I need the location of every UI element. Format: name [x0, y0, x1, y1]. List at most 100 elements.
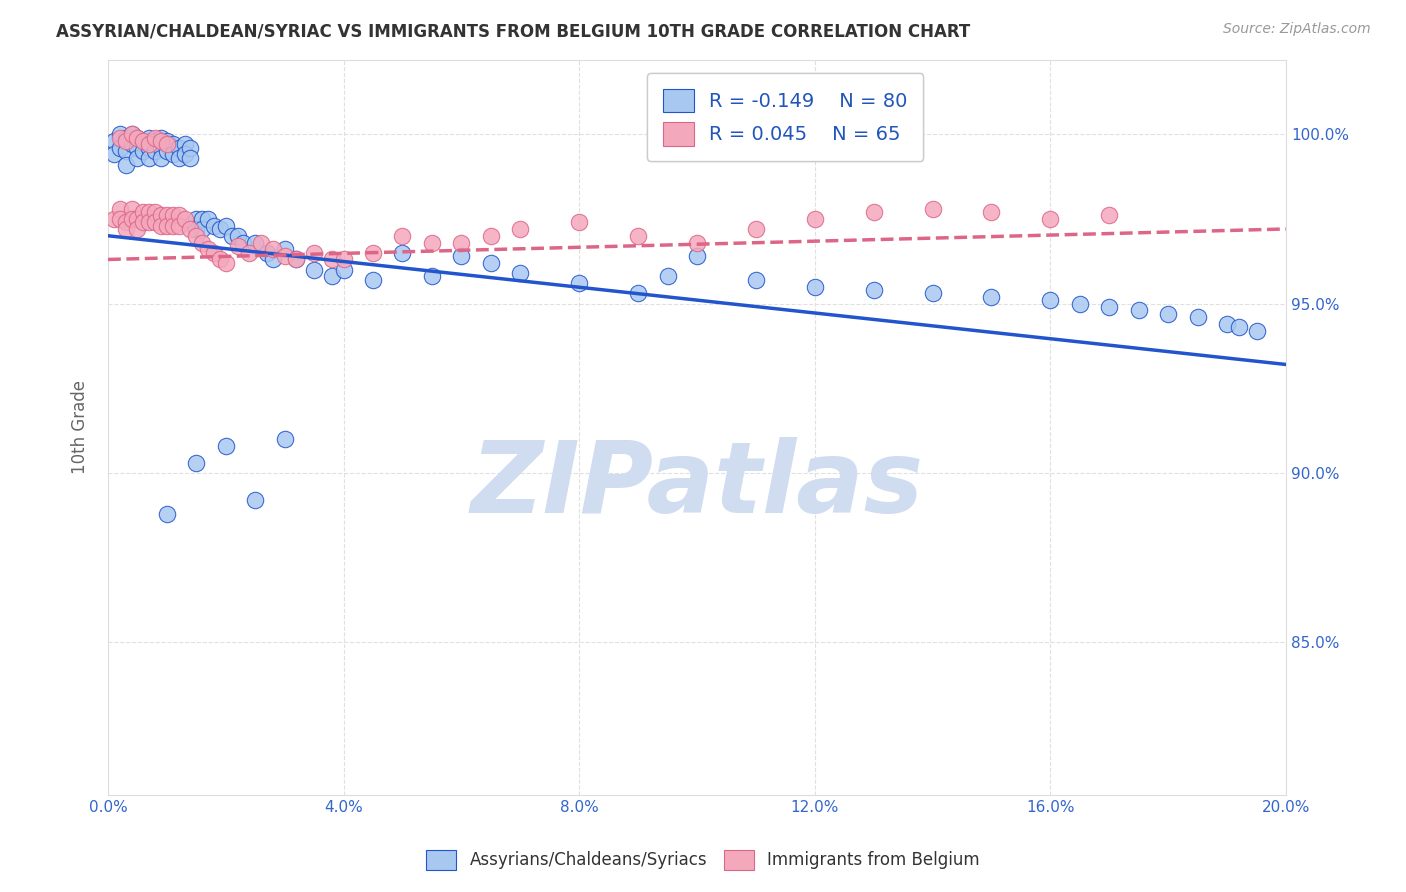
Point: [173, 147, 195, 161]
Point: [114, 144, 136, 158]
Point: [1039, 293, 1062, 307]
Point: [420, 269, 443, 284]
Point: [285, 252, 308, 267]
Point: [143, 144, 166, 158]
Point: [1039, 211, 1062, 226]
Point: [1098, 209, 1121, 223]
Point: [321, 252, 343, 267]
Point: [143, 134, 166, 148]
Point: [921, 286, 943, 301]
Point: [862, 283, 884, 297]
Point: [179, 141, 201, 155]
Point: [108, 202, 131, 216]
Point: [103, 211, 125, 226]
Point: [132, 205, 155, 219]
Point: [745, 273, 768, 287]
Text: ZIPatlas: ZIPatlas: [471, 437, 924, 534]
Point: [167, 219, 190, 233]
Point: [127, 222, 149, 236]
Point: [361, 245, 384, 260]
Point: [479, 256, 502, 270]
Point: [980, 290, 1002, 304]
Point: [114, 134, 136, 148]
Point: [186, 222, 208, 236]
Point: [1216, 317, 1239, 331]
Point: [138, 141, 160, 155]
Point: [156, 507, 179, 521]
Point: [302, 245, 325, 260]
Point: [568, 215, 591, 229]
Point: [686, 249, 709, 263]
Point: [143, 130, 166, 145]
Legend: R = -0.149    N = 80, R = 0.045    N = 65: R = -0.149 N = 80, R = 0.045 N = 65: [647, 73, 924, 161]
Point: [862, 205, 884, 219]
Point: [162, 209, 184, 223]
Point: [1098, 300, 1121, 314]
Point: [132, 134, 155, 148]
Point: [197, 211, 219, 226]
Point: [686, 235, 709, 250]
Point: [361, 273, 384, 287]
Point: [138, 215, 160, 229]
Point: [103, 147, 125, 161]
Point: [745, 222, 768, 236]
Point: [121, 202, 143, 216]
Point: [1069, 296, 1091, 310]
Point: [238, 245, 260, 260]
Point: [980, 205, 1002, 219]
Point: [173, 211, 195, 226]
Point: [191, 211, 214, 226]
Point: [156, 144, 179, 158]
Point: [162, 137, 184, 152]
Point: [332, 252, 354, 267]
Point: [127, 211, 149, 226]
Point: [262, 252, 284, 267]
Point: [156, 209, 179, 223]
Point: [262, 242, 284, 256]
Point: [226, 228, 249, 243]
Point: [921, 202, 943, 216]
Point: [121, 137, 143, 152]
Point: [285, 252, 308, 267]
Text: Source: ZipAtlas.com: Source: ZipAtlas.com: [1223, 22, 1371, 37]
Point: [114, 215, 136, 229]
Point: [143, 205, 166, 219]
Point: [391, 228, 413, 243]
Point: [332, 262, 354, 277]
Point: [156, 134, 179, 148]
Point: [127, 130, 149, 145]
Point: [191, 235, 214, 250]
Point: [121, 127, 143, 141]
Point: [150, 130, 173, 145]
Point: [215, 219, 238, 233]
Point: [127, 141, 149, 155]
Point: [186, 211, 208, 226]
Point: [226, 239, 249, 253]
Point: [803, 211, 825, 226]
Point: [162, 219, 184, 233]
Point: [208, 252, 231, 267]
Point: [215, 439, 238, 453]
Point: [121, 211, 143, 226]
Point: [150, 209, 173, 223]
Point: [167, 141, 190, 155]
Point: [420, 235, 443, 250]
Point: [627, 228, 650, 243]
Point: [132, 144, 155, 158]
Point: [127, 130, 149, 145]
Point: [138, 130, 160, 145]
Point: [391, 245, 413, 260]
Point: [450, 249, 472, 263]
Point: [127, 151, 149, 165]
Point: [509, 222, 531, 236]
Point: [108, 130, 131, 145]
Point: [1246, 324, 1268, 338]
Point: [232, 235, 254, 250]
Point: [215, 256, 238, 270]
Point: [202, 219, 225, 233]
Point: [167, 151, 190, 165]
Point: [245, 493, 267, 508]
Point: [186, 228, 208, 243]
Point: [156, 219, 179, 233]
Point: [256, 245, 278, 260]
